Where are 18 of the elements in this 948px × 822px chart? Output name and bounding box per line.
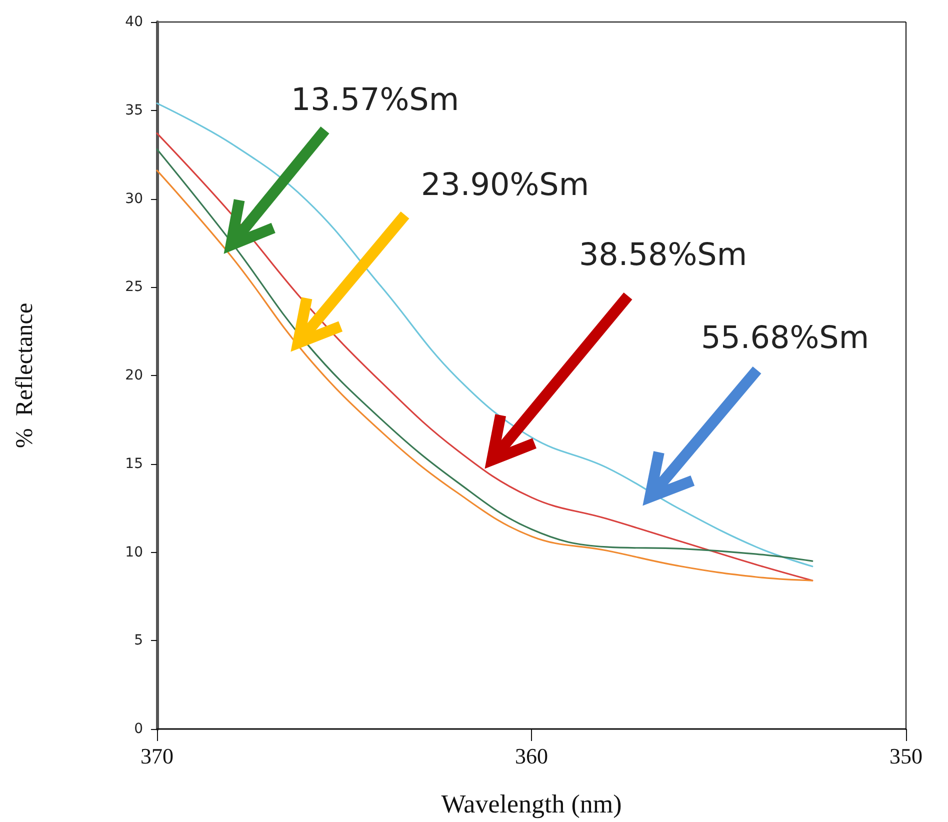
annotation: 23.90%Sm — [420, 167, 590, 203]
x-axis-title: Wavelength (nm) — [441, 790, 622, 818]
y-tick-label: 0 — [134, 721, 143, 737]
y-tick-label: 15 — [125, 456, 143, 472]
y-tick-label: 30 — [125, 190, 143, 207]
y-tick-label: 20 — [125, 368, 143, 384]
y-tick-label: 35 — [125, 102, 143, 118]
annotation: 13.57%Sm — [290, 82, 460, 118]
y-axis-title: % Reflectance — [12, 302, 38, 448]
x-tick-label: 350 — [890, 744, 922, 768]
annotation: 55.68%Sm — [700, 320, 870, 356]
annotation: 38.58%Sm — [578, 237, 748, 273]
y-tick-label: 40 — [125, 14, 143, 30]
y-tick-label: 25 — [125, 279, 143, 296]
x-tick-label: 370 — [140, 744, 174, 768]
x-tick-label: 360 — [515, 744, 548, 768]
y-tick-label: 5 — [134, 632, 143, 649]
y-tick-label: 10 — [125, 544, 143, 560]
